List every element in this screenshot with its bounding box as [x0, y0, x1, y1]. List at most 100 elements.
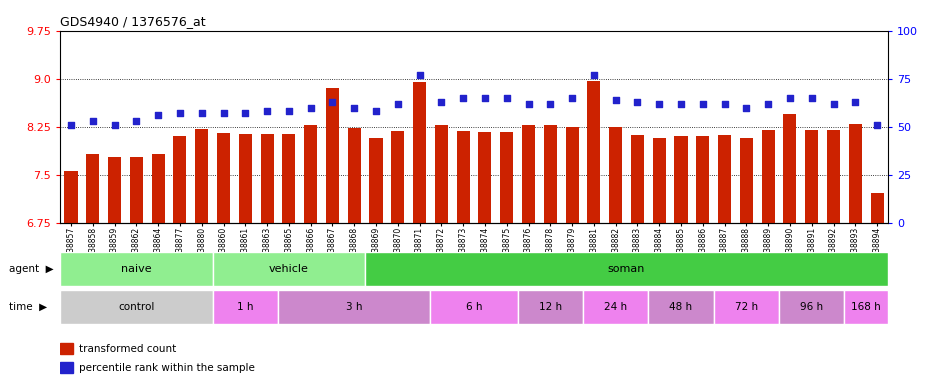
Bar: [365, 252, 888, 286]
Text: naive: naive: [121, 264, 152, 274]
Bar: [518, 290, 583, 324]
Bar: [587, 81, 600, 223]
Point: [652, 101, 667, 107]
Bar: [827, 130, 840, 223]
Bar: [697, 136, 709, 223]
Text: 1 h: 1 h: [237, 302, 253, 312]
Text: 96 h: 96 h: [800, 302, 823, 312]
Point: [303, 104, 318, 111]
Bar: [60, 362, 72, 373]
Point: [151, 112, 166, 118]
Point: [870, 122, 884, 128]
Bar: [610, 127, 623, 223]
Bar: [631, 135, 644, 223]
Bar: [761, 130, 775, 223]
Bar: [239, 134, 252, 223]
Text: soman: soman: [608, 264, 646, 274]
Bar: [213, 252, 365, 286]
Bar: [108, 157, 121, 223]
Bar: [435, 126, 448, 223]
Point: [760, 101, 775, 107]
Bar: [86, 154, 99, 223]
Bar: [348, 128, 361, 223]
Point: [390, 101, 405, 107]
Bar: [718, 135, 731, 223]
Bar: [779, 290, 845, 324]
Text: control: control: [118, 302, 154, 312]
Bar: [565, 127, 579, 223]
Bar: [65, 171, 78, 223]
Bar: [195, 129, 208, 223]
Point: [696, 101, 710, 107]
Text: transformed count: transformed count: [79, 344, 176, 354]
Bar: [326, 88, 339, 223]
Text: 168 h: 168 h: [851, 302, 882, 312]
Text: percentile rank within the sample: percentile rank within the sample: [79, 363, 254, 373]
Point: [173, 110, 188, 116]
Bar: [783, 114, 796, 223]
Bar: [653, 138, 666, 223]
Point: [500, 95, 514, 101]
Point: [85, 118, 100, 124]
Bar: [391, 131, 404, 223]
Bar: [282, 134, 295, 223]
Text: 12 h: 12 h: [538, 302, 561, 312]
Point: [543, 101, 558, 107]
Text: vehicle: vehicle: [269, 264, 309, 274]
Point: [107, 122, 122, 128]
Point: [848, 99, 863, 105]
Point: [325, 99, 339, 105]
Point: [238, 110, 253, 116]
Point: [521, 101, 536, 107]
Text: 48 h: 48 h: [670, 302, 693, 312]
Bar: [674, 136, 687, 223]
Bar: [870, 193, 883, 223]
Bar: [152, 154, 165, 223]
Text: 6 h: 6 h: [466, 302, 482, 312]
Bar: [522, 126, 535, 223]
Bar: [60, 290, 213, 324]
Bar: [805, 130, 819, 223]
Bar: [430, 290, 518, 324]
Point: [564, 95, 579, 101]
Point: [630, 99, 645, 105]
Bar: [478, 132, 491, 223]
Bar: [413, 82, 426, 223]
Point: [477, 95, 492, 101]
Text: 3 h: 3 h: [346, 302, 363, 312]
Point: [456, 95, 471, 101]
Point: [783, 95, 797, 101]
Bar: [369, 138, 383, 223]
Bar: [304, 126, 317, 223]
Point: [826, 101, 841, 107]
Bar: [173, 136, 187, 223]
Bar: [849, 124, 862, 223]
Bar: [714, 290, 779, 324]
Bar: [60, 343, 72, 354]
Bar: [648, 290, 714, 324]
Point: [347, 104, 362, 111]
Bar: [213, 290, 278, 324]
Bar: [740, 138, 753, 223]
Point: [260, 108, 275, 114]
Bar: [130, 157, 142, 223]
Bar: [217, 133, 230, 223]
Point: [369, 108, 384, 114]
Point: [281, 108, 296, 114]
Text: GDS4940 / 1376576_at: GDS4940 / 1376576_at: [60, 15, 205, 28]
Point: [434, 99, 449, 105]
Text: time  ▶: time ▶: [9, 302, 47, 312]
Point: [717, 101, 732, 107]
Bar: [845, 290, 888, 324]
Point: [805, 95, 820, 101]
Text: agent  ▶: agent ▶: [9, 264, 54, 274]
Bar: [583, 290, 648, 324]
Point: [413, 72, 427, 78]
Text: 72 h: 72 h: [734, 302, 758, 312]
Bar: [261, 134, 274, 223]
Bar: [500, 132, 513, 223]
Point: [739, 104, 754, 111]
Point: [194, 110, 209, 116]
Bar: [544, 126, 557, 223]
Point: [129, 118, 143, 124]
